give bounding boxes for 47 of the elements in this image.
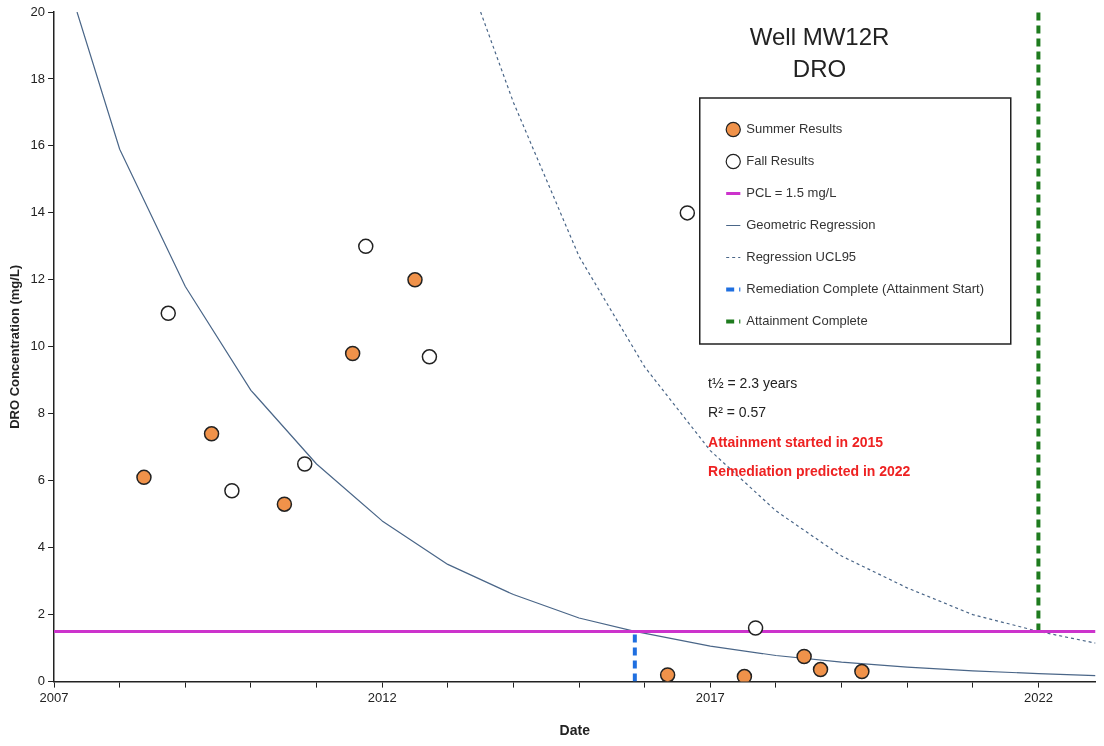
point <box>736 668 753 682</box>
point <box>796 648 812 665</box>
annotation: Remediation predicted in 2022 <box>708 463 911 480</box>
y-tick-label: 4 <box>37 539 46 555</box>
point <box>679 205 696 221</box>
legend-label: Remediation Complete (Attainment Start) <box>746 281 984 297</box>
point <box>203 426 220 442</box>
y-tick-label: 0 <box>37 673 46 689</box>
x-tick-label: 2022 <box>1023 689 1053 705</box>
point <box>812 661 829 678</box>
y-tick-label: 2 <box>37 606 46 622</box>
y-tick-label: 18 <box>30 70 46 86</box>
x-axis-title: Date <box>559 722 591 739</box>
annotation: t½ = 2.3 years <box>708 374 798 391</box>
x-tick-label: 2012 <box>367 689 397 705</box>
point <box>136 469 152 486</box>
y-axis-title: DRO Concentration (mg/L) <box>7 264 23 429</box>
y-tick-label: 20 <box>30 3 46 19</box>
x-tick-label: 2007 <box>39 689 69 705</box>
point <box>296 456 313 472</box>
annotation: Attainment started in 2015 <box>708 433 884 450</box>
y-tick-label: 14 <box>30 204 46 220</box>
y-tick-label: 8 <box>37 405 46 421</box>
point <box>854 663 870 680</box>
line-series <box>480 12 1096 644</box>
y-tick-label: 10 <box>30 338 46 354</box>
point <box>224 483 240 499</box>
legend-label: Regression UCL95 <box>746 249 857 265</box>
legend-label: Attainment Complete <box>746 313 868 329</box>
text: Well MW12R DRO <box>749 22 890 82</box>
point <box>344 345 361 362</box>
y-tick-label: 16 <box>30 137 46 153</box>
legend-label: Geometric Regression <box>746 217 876 233</box>
point <box>421 349 438 365</box>
point <box>276 496 293 512</box>
point <box>358 238 374 255</box>
annotation: R² = 0.57 <box>708 404 767 421</box>
y-tick-label: 6 <box>37 472 46 488</box>
point <box>407 272 423 288</box>
y-tick-label: 12 <box>30 271 46 287</box>
point <box>659 667 676 682</box>
point <box>747 620 764 636</box>
legend-label: PCL = 1.5 mg/L <box>746 185 837 201</box>
legend-label: Summer Results <box>746 121 843 137</box>
legend-label: Fall Results <box>746 153 815 169</box>
x-tick-label: 2017 <box>695 689 725 705</box>
point <box>160 305 176 322</box>
